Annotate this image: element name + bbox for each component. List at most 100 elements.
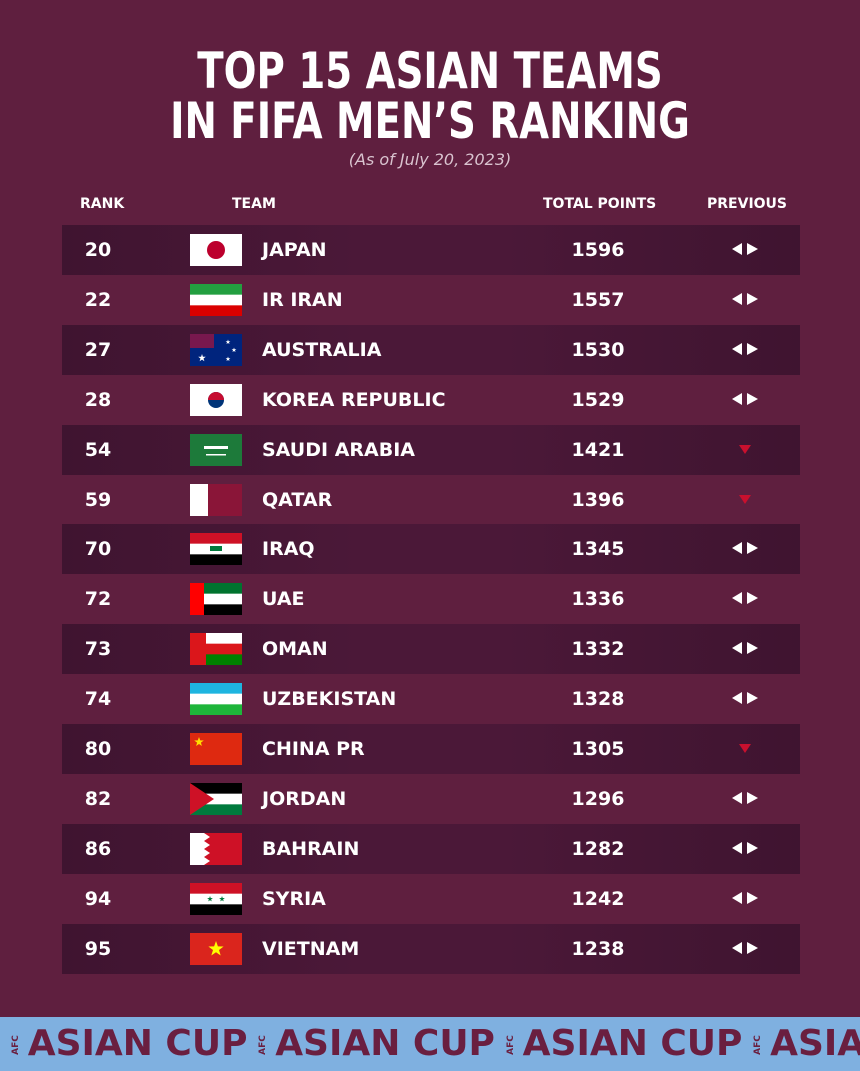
banner-item: AFC ASIAN CUP [6,1017,248,1071]
row: 70 IRAQ 1345 [62,524,800,575]
flag [190,283,242,320]
team-name: VIETNAM [262,937,360,960]
flag-icon [190,533,242,566]
flag-icon [190,782,242,816]
rank: 86 [84,837,112,860]
rank: 54 [84,438,112,461]
flag [190,234,242,270]
banner-logo: AFC [258,1035,269,1055]
team-name: UAE [262,588,305,611]
flag [190,483,242,520]
flag-icon [190,483,242,516]
banner-item: AFC ASIAN CUP [748,1017,860,1071]
points: 1242 [571,887,625,910]
banner-text: ASIAN CUP [522,1023,743,1064]
banner-item: AFC ASIAN CUP [501,1017,743,1071]
flag-icon [190,383,242,416]
flag [190,683,242,719]
col-header: TEAM [232,196,276,212]
col-header: RANK [80,196,125,212]
same-arrows [732,542,758,555]
points: 1305 [571,738,625,760]
team-name: JORDAN [262,787,347,810]
row: 28 KOREA REPUBLIC 1529 [62,375,800,425]
previous-icon [730,841,760,861]
flag [190,932,242,969]
flag-icon [190,882,242,916]
team-name: AUSTRALIA [262,338,382,361]
team-name: OMAN [262,638,328,661]
row: 80 CHINA PR 1305 [62,724,800,774]
previous-icon [730,641,760,661]
rank: 20 [84,239,112,261]
rank: 94 [84,887,112,910]
rank: 82 [84,787,112,810]
flag-icon [190,683,242,716]
same-arrows [732,692,758,705]
team-name: IR IRAN [262,288,343,311]
same-arrows [732,342,758,355]
flag [190,583,242,619]
row: 20 JAPAN 1596 [62,225,800,275]
previous-icon [730,941,760,961]
previous-icon [730,891,760,911]
rank: 28 [84,388,112,411]
previous-icon [730,442,760,462]
points: 1296 [571,787,625,810]
flag [190,782,242,819]
rank: 73 [84,638,112,661]
banner-text: ASIAN CUP [275,1023,495,1064]
points: 1396 [571,488,625,511]
rank: 70 [84,538,112,561]
team-name: SAUDI ARABIA [262,438,415,461]
team-name: QATAR [262,488,333,511]
points: 1336 [571,588,625,611]
rank: 27 [84,338,112,361]
banner-text: ASIAN CUP [27,1023,248,1064]
flag [190,333,242,370]
team-name: KOREA REPUBLIC [262,388,446,411]
row: 74 UZBEKISTAN 1328 [62,674,800,724]
previous-icon [730,242,760,262]
rank: 80 [84,738,112,760]
previous-icon [730,541,760,561]
flag-icon [190,733,242,765]
previous-icon [730,691,760,711]
team-name: JAPAN [262,239,327,261]
banner-text: ASIAN CUP [770,1023,860,1064]
points: 1332 [571,638,625,661]
rank: 74 [84,688,112,711]
flag [190,882,242,919]
flag [190,433,242,470]
previous-icon [730,591,760,611]
row: 54 SAUDI ARABIA 1421 [62,424,800,475]
row: 94 SYRIA 1242 [62,874,800,924]
row: 72 UAE 1336 [62,574,800,624]
row: 73 OMAN 1332 [62,624,800,675]
points: 1529 [571,388,625,411]
rank: 22 [84,288,112,311]
team-name: CHINA PR [262,738,365,760]
same-arrows [732,941,758,954]
same-arrows [732,841,758,854]
points: 1282 [571,837,625,860]
banner-item: AFC ASIAN CUP [253,1017,495,1071]
flag-icon [190,283,242,317]
same-arrows [732,891,758,904]
flag [190,533,242,569]
previous-icon [730,791,760,811]
team-name: UZBEKISTAN [262,688,397,711]
title: IN FIFA MEN’S RANKING [170,92,690,150]
row: 82 JORDAN 1296 [62,774,800,824]
points: 1345 [571,538,625,561]
flag [190,383,242,420]
team-name: BAHRAIN [262,837,360,860]
same-arrows [732,791,758,804]
previous-icon [730,392,760,412]
banner-logo: AFC [505,1035,516,1055]
flag-icon [190,433,242,466]
down-arrow [739,444,751,454]
row: 59 QATAR 1396 [62,475,800,525]
down-arrow [739,744,751,753]
